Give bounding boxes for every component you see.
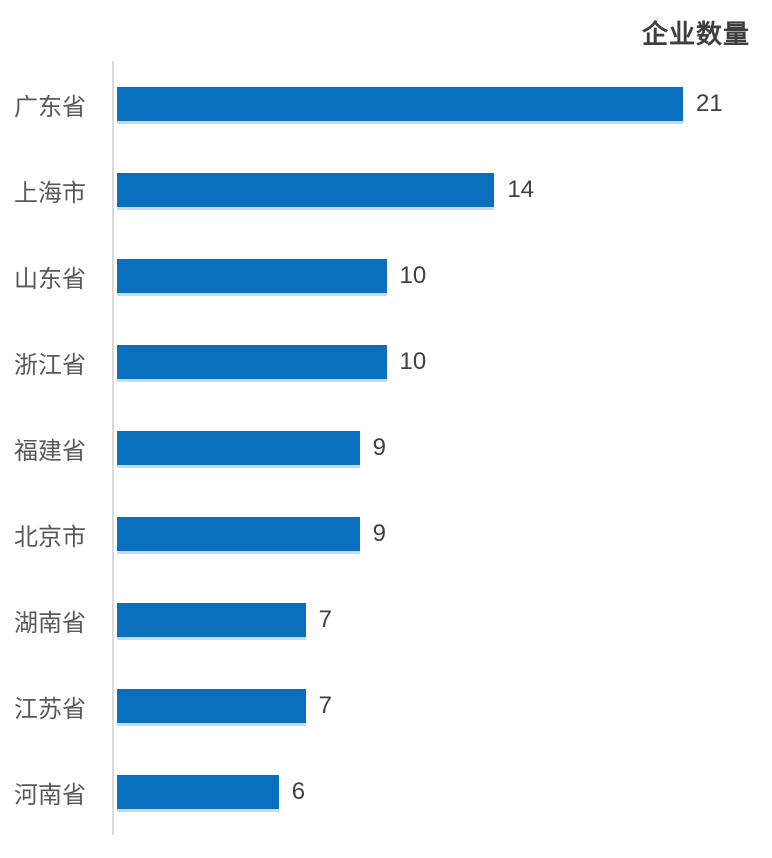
bar-row: 福建省 9 <box>0 405 772 491</box>
category-label: 湖南省 <box>14 610 86 637</box>
category-label: 广东省 <box>14 94 86 121</box>
chart-title: 企业数量 <box>641 20 750 50</box>
bar <box>117 173 495 207</box>
bar-row: 江苏省 7 <box>0 663 772 749</box>
value-label: 7 <box>318 692 333 719</box>
bar-row: 湖南省 7 <box>0 577 772 663</box>
bar-row: 北京市 9 <box>0 491 772 577</box>
bar-row: 上海市 14 <box>0 147 772 233</box>
bar <box>117 775 279 809</box>
value-label: 21 <box>696 90 723 117</box>
bar-rows: 广东省 21 上海市 14 山东省 10 浙江省 10 福建省 9 北京市 9 湖南省 7 江苏省 7 河南省 6 <box>0 61 772 835</box>
category-label: 江苏省 <box>14 696 86 723</box>
bar-track: 9 <box>117 431 683 465</box>
bar <box>117 689 306 723</box>
bar <box>117 431 360 465</box>
bar-row: 河南省 6 <box>0 749 772 835</box>
plot-area: 广东省 21 上海市 14 山东省 10 浙江省 10 福建省 9 北京市 9 湖南省 7 江苏省 7 河南省 6 <box>0 61 772 835</box>
bar <box>117 345 387 379</box>
y-axis-line <box>112 61 114 835</box>
bar <box>117 87 683 121</box>
bar-track: 10 <box>117 259 683 293</box>
value-label: 7 <box>318 606 333 633</box>
bar-track: 14 <box>117 173 683 207</box>
bar <box>117 517 360 551</box>
value-label: 9 <box>372 434 386 461</box>
bar-track: 21 <box>117 87 723 121</box>
bar-row: 广东省 21 <box>0 61 772 147</box>
bar <box>117 259 387 293</box>
bar-track: 9 <box>117 517 683 551</box>
value-label: 14 <box>507 176 535 203</box>
bar-track: 6 <box>117 775 683 809</box>
value-label: 10 <box>399 262 427 289</box>
bar-track: 7 <box>117 603 683 637</box>
bar <box>117 603 306 637</box>
category-label: 福建省 <box>14 438 86 465</box>
value-label: 6 <box>291 778 306 805</box>
category-label: 山东省 <box>14 266 86 293</box>
category-label: 河南省 <box>14 782 86 809</box>
value-label: 9 <box>372 520 386 547</box>
bar-row: 山东省 10 <box>0 233 772 319</box>
bar-track: 10 <box>117 345 683 379</box>
bar-row: 浙江省 10 <box>0 319 772 405</box>
category-label: 北京市 <box>14 524 86 551</box>
category-label: 上海市 <box>14 180 86 207</box>
value-label: 10 <box>399 348 427 375</box>
category-label: 浙江省 <box>14 352 86 379</box>
bar-track: 7 <box>117 689 683 723</box>
